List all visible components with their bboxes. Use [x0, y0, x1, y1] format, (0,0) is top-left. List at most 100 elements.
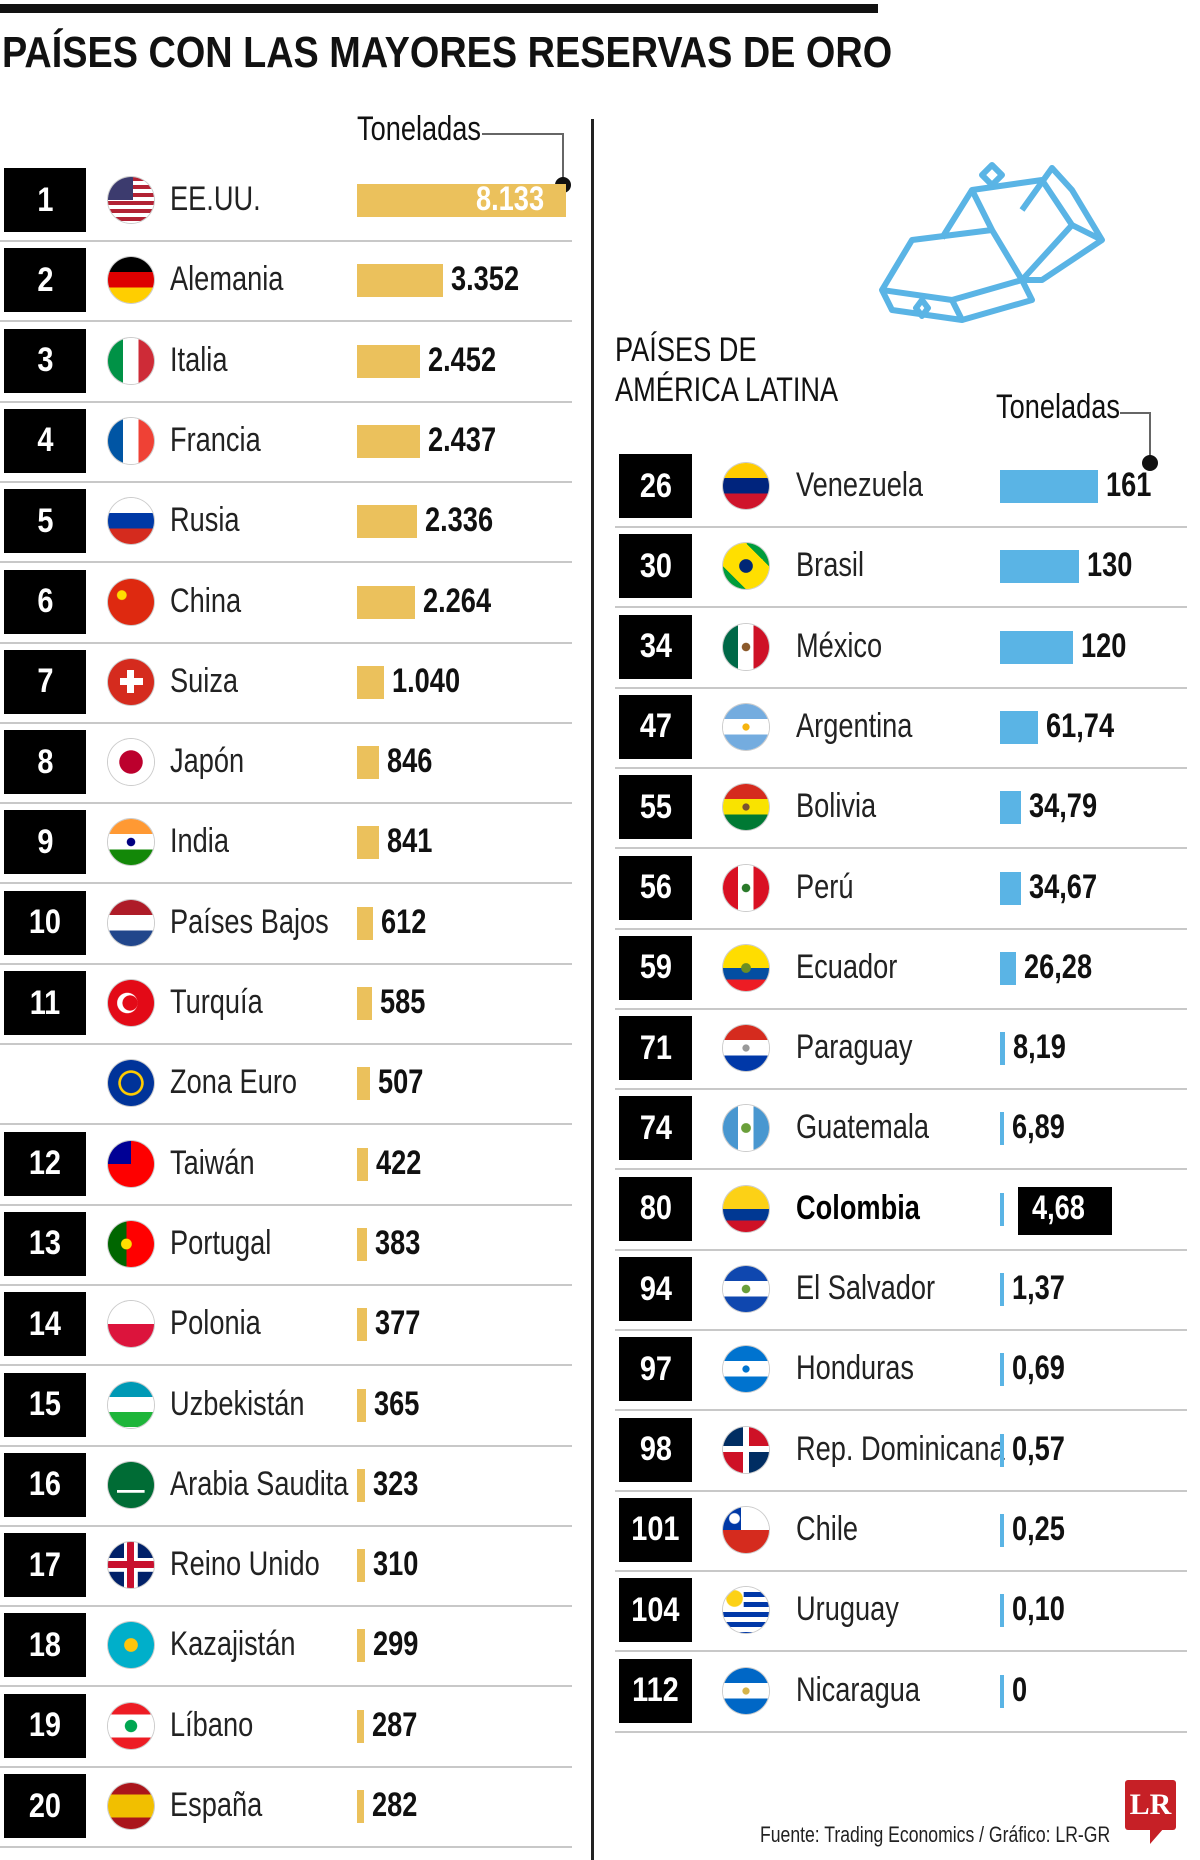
row-divider	[615, 1329, 1187, 1331]
value-text: 310	[372, 1545, 419, 1584]
rank-badge: 13	[4, 1211, 86, 1276]
paraguay-flag-icon	[723, 1025, 769, 1072]
country-name: Colombia	[796, 1189, 951, 1228]
logo-tail	[1150, 1828, 1164, 1844]
rank-badge: 14	[4, 1292, 86, 1357]
value-bar	[1000, 470, 1098, 503]
country-name: Rep. Dominicana	[796, 1430, 1057, 1469]
value-bar	[357, 1388, 367, 1422]
value-label: 0,69	[1012, 1349, 1078, 1388]
country-name: Chile	[796, 1510, 873, 1549]
unit-label-right: Toneladas	[996, 388, 1151, 427]
value-bar	[1000, 791, 1022, 825]
brazil-flag-icon	[723, 543, 769, 590]
value-label: 365	[374, 1385, 431, 1424]
value-text: 8,19	[1012, 1028, 1066, 1067]
turkey-flag-icon	[108, 980, 154, 1026]
value-label: 612	[381, 903, 438, 942]
rank-badge: 71	[619, 1016, 692, 1081]
honduras-flag-icon	[723, 1346, 769, 1393]
value-text: 422	[375, 1143, 422, 1182]
uzbekistan-flag-icon	[108, 1381, 154, 1428]
value-label: 2.336	[425, 501, 510, 540]
portugal-flag-icon	[108, 1220, 154, 1267]
country-name: Arabia Saudita	[170, 1465, 393, 1504]
country-name: Paraguay	[796, 1028, 942, 1067]
value-text: 130	[1087, 546, 1133, 585]
rank-badge: 20	[4, 1774, 86, 1838]
country-name: India	[170, 822, 244, 861]
value-bar	[357, 665, 384, 699]
country-name-text: Zona Euro	[170, 1063, 298, 1102]
rank-badge: 4	[4, 408, 86, 473]
rank-number: 71	[639, 1028, 672, 1067]
country-name-text: Kazajistán	[170, 1625, 296, 1664]
row-divider	[0, 1524, 572, 1527]
country-name: El Salvador	[796, 1269, 970, 1308]
rank-number: 19	[28, 1706, 62, 1745]
rank-number: 11	[29, 983, 61, 1022]
value-text: 585	[380, 983, 426, 1021]
usa-flag-icon	[108, 177, 154, 223]
value-text: 34,79	[1029, 787, 1098, 826]
value-text: 507	[378, 1063, 424, 1102]
value-label: 6,89	[1012, 1108, 1078, 1147]
value-label: 0,25	[1012, 1510, 1078, 1549]
value-bar	[357, 585, 416, 619]
rank-number: 104	[631, 1590, 680, 1629]
value-bar	[357, 1790, 365, 1823]
row-divider	[0, 561, 572, 564]
country-name-text: Perú	[796, 867, 854, 906]
value-label: 585	[380, 983, 437, 1022]
unit-label-left: Toneladas	[357, 110, 512, 149]
country-name: Líbano	[170, 1706, 274, 1745]
latam-title-line: PAÍSES DE	[615, 331, 757, 369]
value-text: 26,28	[1023, 947, 1093, 986]
netherlands-flag-icon	[108, 899, 154, 946]
unit-connector	[1149, 412, 1151, 458]
rank-number: 1	[36, 180, 54, 219]
value-text: 365	[374, 1384, 420, 1423]
value-bar	[1000, 710, 1038, 744]
value-label: 8,19	[1013, 1028, 1079, 1067]
row-divider	[0, 400, 572, 403]
rank-number: 98	[639, 1430, 672, 1469]
row-divider	[615, 847, 1187, 850]
title-text: PAÍSES CON LAS MAYORES RESERVAS DE ORO	[2, 28, 893, 77]
row-divider	[615, 1569, 1187, 1572]
value-text: 2.452	[428, 340, 497, 379]
value-label: 34,79	[1029, 787, 1114, 826]
country-name-text: Bolivia	[796, 787, 877, 826]
rank-number: 10	[28, 903, 62, 942]
value-bar	[1000, 1032, 1005, 1066]
value-bar	[357, 1067, 371, 1101]
rank-number: 7	[36, 662, 54, 701]
value-label: 8.133	[476, 180, 561, 219]
country-name: Francia	[170, 421, 283, 460]
value-text: 1.040	[391, 661, 460, 700]
unit-connector	[1120, 412, 1150, 414]
rank-badge: 56	[619, 855, 692, 920]
rank-number: 74	[639, 1108, 672, 1147]
rank-badge: 55	[619, 775, 692, 840]
value-bar	[1000, 1192, 1004, 1226]
rank-number: 18	[28, 1625, 62, 1664]
value-text: 2.437	[427, 420, 496, 459]
country-name-text: Suiza	[170, 661, 239, 700]
value-text: 4,68	[1032, 1188, 1085, 1227]
country-name-text: Argentina	[796, 706, 913, 745]
rank-number: 34	[639, 627, 672, 666]
venezuela-flag-icon	[723, 463, 769, 509]
country-name: Taiwán	[170, 1144, 276, 1183]
rank-number: 17	[28, 1545, 62, 1584]
value-text: 299	[372, 1625, 419, 1664]
latam-section-title: PAÍSES DE AMÉRICA LATINA	[615, 330, 894, 410]
rank-number: 5	[36, 501, 54, 540]
country-name: Honduras	[796, 1349, 943, 1388]
country-name: Reino Unido	[170, 1545, 357, 1584]
value-bar	[357, 987, 373, 1020]
country-name-text: Turquía	[170, 983, 263, 1021]
rank-badge: 6	[4, 569, 86, 634]
country-name-text: Líbano	[170, 1705, 254, 1744]
value-label: 299	[373, 1625, 430, 1664]
